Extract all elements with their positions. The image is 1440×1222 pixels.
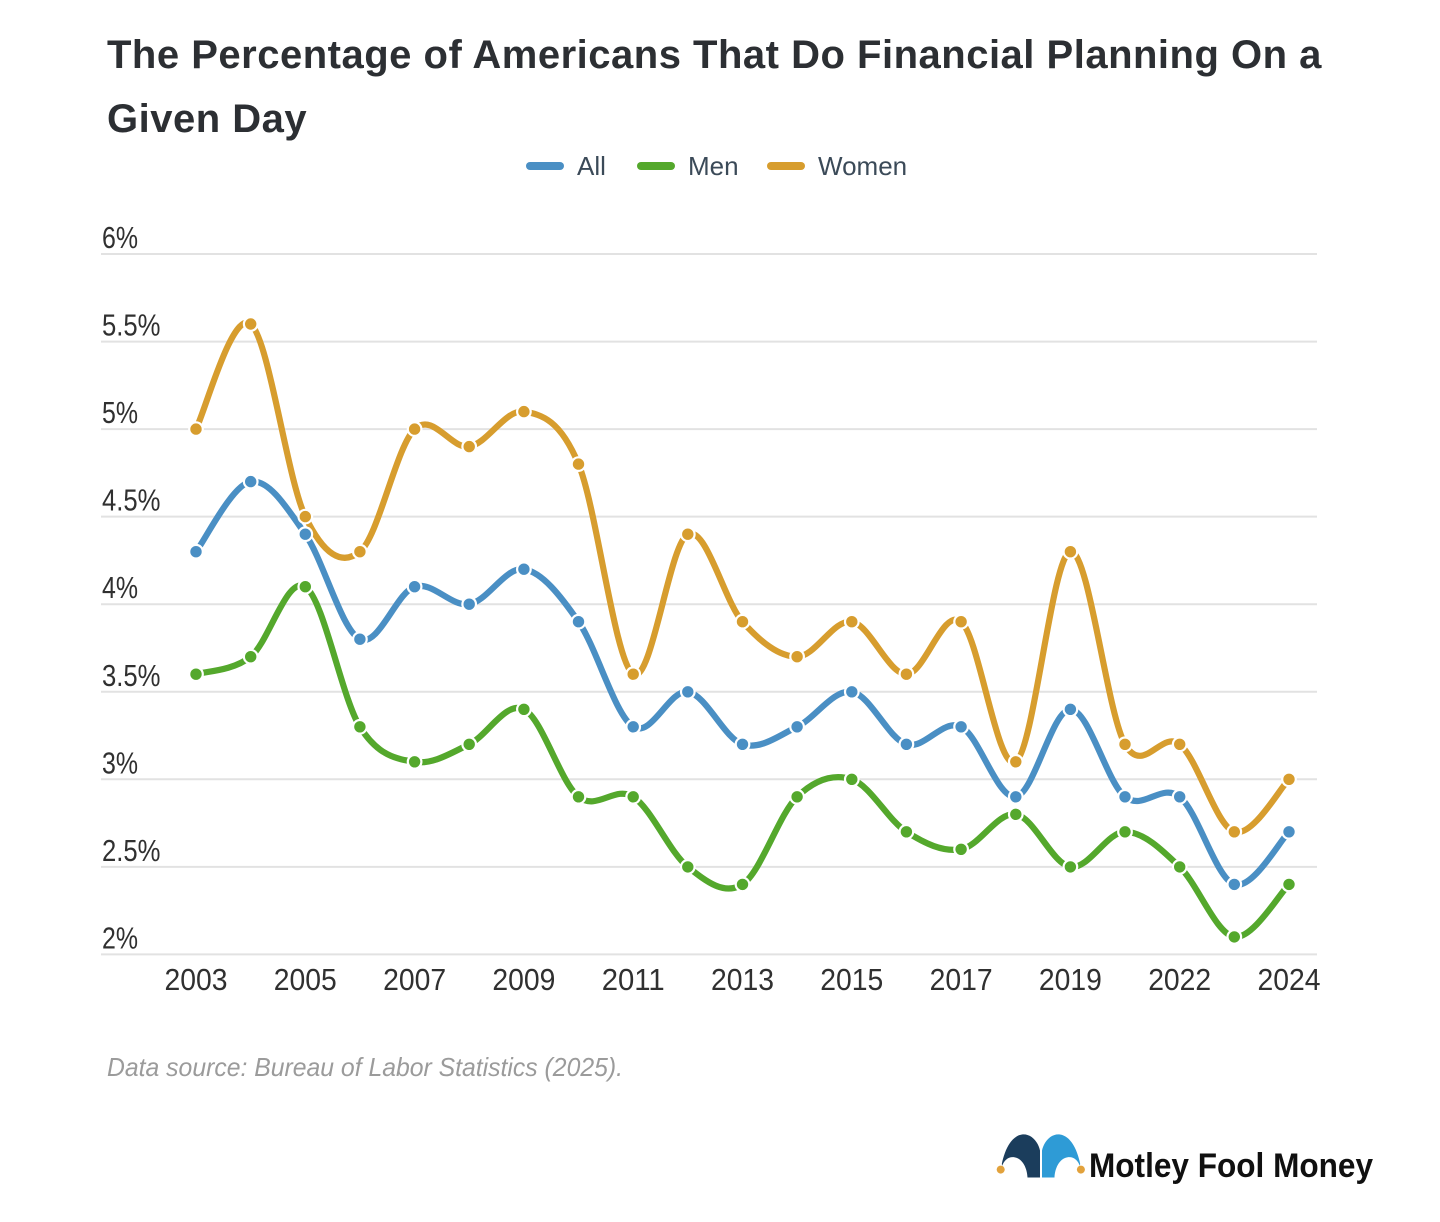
svg-text:3%: 3% xyxy=(102,746,138,780)
svg-text:Motley Fool Money: Motley Fool Money xyxy=(1089,1147,1373,1185)
svg-text:3.5%: 3.5% xyxy=(102,659,161,693)
svg-text:2003: 2003 xyxy=(165,963,228,997)
svg-text:6%: 6% xyxy=(102,221,138,255)
svg-text:2022: 2022 xyxy=(1148,963,1211,997)
svg-text:2009: 2009 xyxy=(492,963,555,997)
svg-text:2%: 2% xyxy=(102,921,138,955)
svg-text:4.5%: 4.5% xyxy=(102,484,161,518)
svg-text:2024: 2024 xyxy=(1258,963,1321,997)
svg-text:2007: 2007 xyxy=(383,963,446,997)
svg-text:2005: 2005 xyxy=(274,963,337,997)
svg-text:2019: 2019 xyxy=(1039,963,1102,997)
svg-text:5.5%: 5.5% xyxy=(102,309,161,343)
svg-text:4%: 4% xyxy=(102,571,138,605)
svg-text:2015: 2015 xyxy=(820,963,883,997)
svg-text:5%: 5% xyxy=(102,396,138,430)
svg-text:Data source: Bureau of Labor S: Data source: Bureau of Labor Statistics … xyxy=(107,1052,623,1082)
svg-text:2013: 2013 xyxy=(711,963,774,997)
svg-text:2011: 2011 xyxy=(602,963,665,997)
svg-text:2017: 2017 xyxy=(930,963,993,997)
svg-text:2.5%: 2.5% xyxy=(102,834,161,868)
